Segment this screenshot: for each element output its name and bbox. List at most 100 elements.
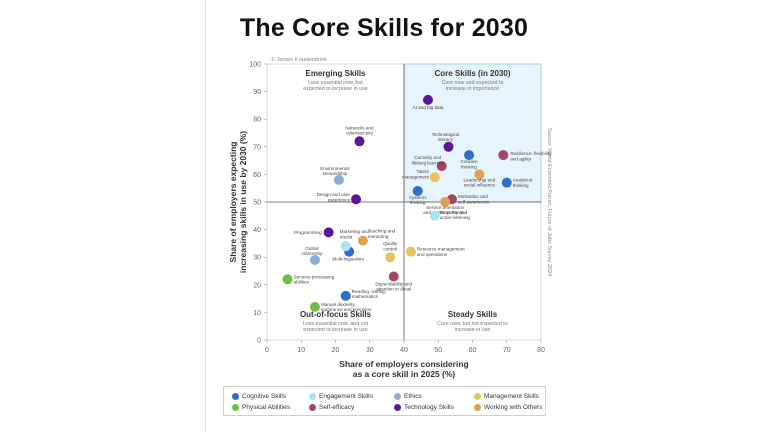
data-point <box>388 271 399 282</box>
x-tick-label: 80 <box>537 347 545 354</box>
legend-swatch <box>394 393 401 400</box>
point-label: Motivation and self-awareness <box>458 194 490 204</box>
x-tick-label: 20 <box>332 347 340 354</box>
point-label: Networks and cybersecurity <box>345 125 374 135</box>
legend-swatch <box>394 404 401 411</box>
legend-label: Management Skills <box>484 392 539 400</box>
data-point <box>309 254 320 265</box>
quadrant-title: Out-of-focus Skills <box>300 310 372 319</box>
y-tick-label: 40 <box>253 227 261 234</box>
legend-label: Physical Abilities <box>242 403 291 411</box>
data-point <box>351 194 362 205</box>
point-label: Teaching and mentoring <box>368 229 396 239</box>
y-tick-label: 100 <box>249 62 261 69</box>
legend-swatch <box>309 393 316 400</box>
point-label: Multi-lingualism <box>332 257 364 262</box>
data-point <box>405 246 416 257</box>
x-tick-label: 40 <box>400 347 408 354</box>
x-tick-label: 50 <box>434 347 442 354</box>
core-quadrant-highlight <box>403 63 542 203</box>
y-tick-label: 80 <box>253 117 261 124</box>
y-axis-label: Share of employers expectingincreasing s… <box>228 131 248 273</box>
data-point <box>440 197 451 207</box>
point-label: Resource management and operations <box>417 247 465 257</box>
data-point <box>474 169 485 180</box>
y-tick-label: 50 <box>253 200 261 207</box>
quadrant-subtitle: Less essential now, but expected to incre… <box>303 80 368 92</box>
y-tick-label: 10 <box>253 310 261 317</box>
point-label: Environmental stewardship <box>320 166 349 176</box>
legend-label: Cognitive Skills <box>242 392 287 400</box>
data-point <box>436 161 447 172</box>
data-point <box>443 141 454 152</box>
y-tick-label: 60 <box>253 172 261 179</box>
point-label: Systems thinking <box>409 195 427 205</box>
point-label: Resilience, flexibility and agility <box>510 151 552 161</box>
x-tick-label: 0 <box>265 347 269 354</box>
x-tick-label: 60 <box>469 347 477 354</box>
data-point <box>429 210 440 221</box>
data-point <box>340 290 351 301</box>
y-tick-label: 70 <box>253 144 261 151</box>
data-point <box>357 235 368 246</box>
point-label: Leadership and social influence <box>464 177 496 187</box>
point-label: Empathy and active listening <box>440 210 471 220</box>
data-point <box>333 174 344 185</box>
x-tick-label: 70 <box>503 347 511 354</box>
y-tick-label: 20 <box>253 282 261 289</box>
data-point <box>323 227 334 238</box>
legend-swatch <box>474 404 481 411</box>
quadrant-title: Core Skills (in 2030) <box>434 69 510 78</box>
data-point <box>309 301 320 312</box>
data-point <box>282 274 293 285</box>
point-label: Programming <box>294 230 322 235</box>
data-point <box>501 177 512 188</box>
data-point <box>385 252 396 263</box>
point-label: Talent management <box>402 169 430 179</box>
source-note: Source: World Economic Forum, Future of … <box>546 128 552 276</box>
point-label: Service orientation and customer service <box>423 205 467 215</box>
quadrant-subtitle: Less essential now, and not expected to i… <box>303 321 369 333</box>
point-label: Reading, writing, mathematics <box>352 289 386 299</box>
x-axis-label: Share of employers considering as a core … <box>339 359 468 379</box>
legend-swatch <box>309 404 316 411</box>
legend-swatch <box>474 393 481 400</box>
legend-label: Self-efficacy <box>319 403 355 411</box>
data-point <box>422 94 433 105</box>
page-title: The Core Skills for 2030 <box>239 14 529 42</box>
legend-label: Engagement Skills <box>319 392 373 400</box>
legend-swatch <box>232 404 239 411</box>
data-point <box>498 150 509 161</box>
quadrant-subtitle: Core now, but not expected to increase in… <box>437 321 507 333</box>
legend-label: Ethics <box>404 392 422 400</box>
point-label: Technological literacy <box>432 132 460 142</box>
data-point <box>464 150 475 161</box>
y-tick-label: 90 <box>253 89 261 96</box>
copyright-text: © Jeroen Kraaijenbrink <box>271 56 327 63</box>
page-divider <box>205 0 206 432</box>
point-label: Analytical thinking <box>513 178 533 188</box>
quadrant-title: Emerging Skills <box>305 69 366 78</box>
point-label: Quality control <box>383 241 398 251</box>
point-label: Design and user experience <box>317 192 351 202</box>
legend: Cognitive Skills Engagement Skills Ethics M… <box>223 386 546 416</box>
y-tick-label: 0 <box>257 338 261 345</box>
legend-swatch <box>232 393 239 400</box>
legend-label: Working with Others <box>484 403 543 411</box>
quadrant-subtitle: Core now and expected to increase in impo… <box>442 80 504 92</box>
point-label: Marketing and media <box>340 229 370 239</box>
point-label: AI and big data <box>413 105 444 110</box>
legend-label: Technology Skills <box>404 403 454 411</box>
point-label: Creative thinking <box>461 159 479 169</box>
point-label: Sensory-processing abilities <box>294 274 335 284</box>
data-point <box>429 172 440 183</box>
data-point <box>354 136 365 147</box>
point-label: Manual dexterity, endurance and precision <box>321 302 372 312</box>
point-label: Curiosity and lifelong learning <box>412 155 445 165</box>
x-tick-label: 30 <box>366 347 374 354</box>
data-point <box>340 241 351 252</box>
quadrant-title: Steady Skills <box>448 310 498 319</box>
point-label: Global citizenship <box>301 246 323 256</box>
point-label: Dependability and attention to detail <box>375 282 412 292</box>
